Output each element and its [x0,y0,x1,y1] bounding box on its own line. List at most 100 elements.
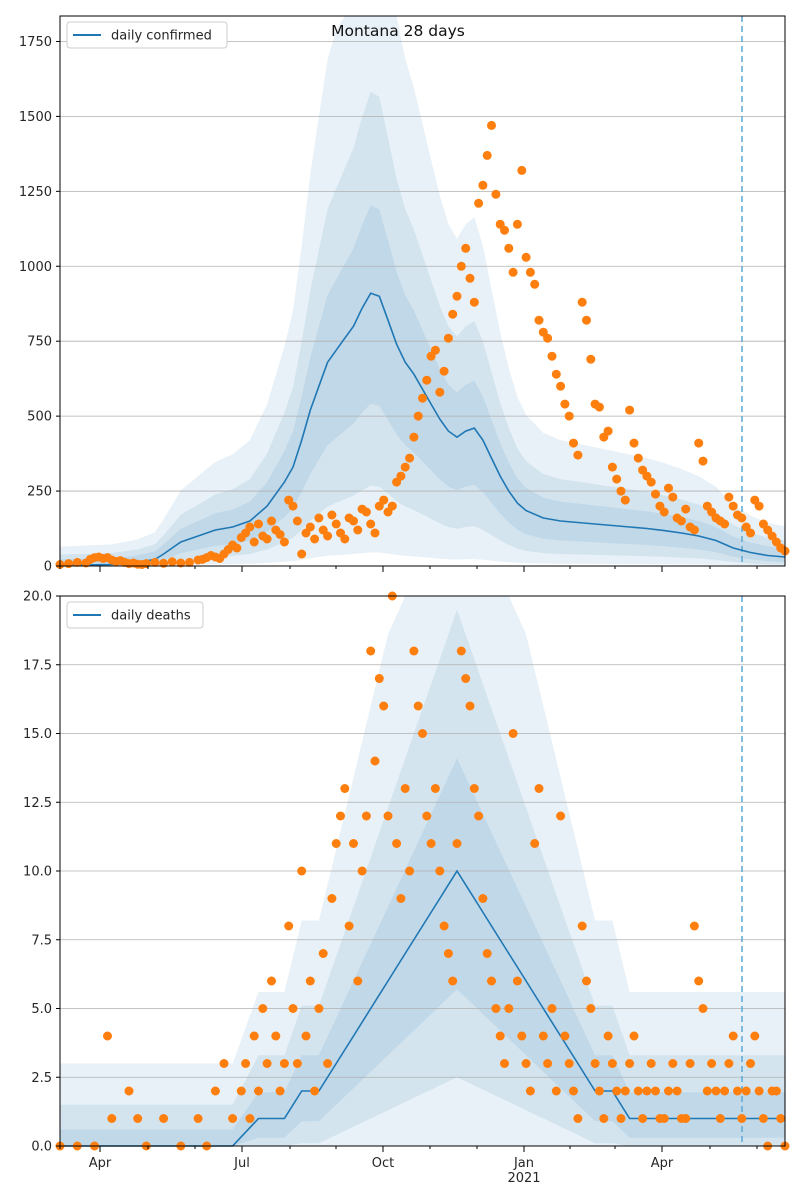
data-point [405,866,415,876]
data-point [582,315,591,325]
confirmed-panel: 0 250 500 750 1000 1250 1500 1750 Montana 28 da… [19,15,790,575]
deaths-series-line [60,869,785,1147]
data-point [521,252,531,262]
data-point [750,1031,760,1041]
data-point [409,432,419,442]
data-point [482,949,492,958]
data-point [340,534,350,544]
data-point [469,784,479,793]
data-point [443,333,453,343]
data-point [284,921,294,931]
data-point [724,492,734,502]
data-point [193,1114,203,1123]
confirmed-y-ticks: 0 250 500 750 1000 1250 1500 1750 [19,35,60,575]
data-point [564,411,574,421]
data-point [323,531,333,541]
data-point [586,1004,596,1013]
data-point [543,1059,553,1068]
data-point [64,559,74,569]
data-point [629,1031,639,1041]
y-tick-label: 0 [44,560,52,575]
data-point [353,976,363,986]
data-point [465,273,475,283]
x-tick-label: Oct [372,1156,394,1171]
y-tick-label: 15.0 [23,727,52,742]
data-point [702,1086,712,1096]
data-point [728,501,738,511]
data-point [694,438,704,448]
data-point [219,1059,229,1068]
data-point [232,543,242,553]
data-point [746,528,755,538]
data-point [720,1086,730,1096]
data-point [418,729,427,738]
data-point [646,1059,656,1068]
data-point [612,474,622,484]
data-point [612,1086,622,1096]
data-point [469,297,479,307]
data-point [443,949,453,958]
confirmed-observed-points [55,120,790,569]
data-point [262,534,272,544]
data-point [176,558,186,568]
y-tick-label: 7.5 [31,933,52,948]
deaths-x-ticks: Apr Jul Oct Jan Apr 2021 [59,1146,758,1186]
data-point [620,495,630,505]
data-point [517,1031,527,1041]
uncertainty-band-3 [60,758,785,1146]
y-tick-label: 5.0 [31,1002,52,1017]
deaths-legend-box [66,601,204,629]
data-point [133,1114,143,1123]
data-point [452,839,462,848]
data-point [746,1059,755,1068]
data-point [577,921,587,931]
data-point [504,1004,514,1013]
data-point [400,462,410,472]
data-point [758,1114,768,1123]
data-point [267,976,276,986]
data-point [625,1059,635,1068]
data-point [560,1031,570,1041]
data-point [107,1114,117,1123]
data-point [72,557,82,567]
data-point [530,279,540,289]
data-point [603,1031,613,1041]
data-point [314,1004,324,1013]
data-point [361,507,371,517]
data-point [594,402,604,412]
data-point [366,646,376,656]
data-point [659,507,669,517]
y-tick-label: 1750 [19,35,52,50]
data-point [448,976,458,986]
chart-title: Montana 28 days [331,22,465,40]
data-point [538,1031,548,1041]
data-point [521,1059,531,1068]
data-point [327,510,337,520]
data-point [383,811,393,821]
confirmed-x-ticks [59,566,758,572]
data-point [366,519,376,529]
data-point [616,1114,626,1123]
data-point [487,120,496,130]
data-point [676,516,686,526]
data-point [504,243,514,253]
confirmed-legend-label: daily confirmed [111,29,212,44]
data-point [590,1059,600,1068]
data-point [582,976,591,986]
deaths-legend-label: daily deaths [111,609,191,624]
data-point [271,1031,281,1041]
data-point [331,839,341,848]
data-point [651,489,660,499]
data-point [573,1114,583,1123]
x-tick-label: Apr [89,1156,112,1171]
data-point [357,866,367,876]
data-point [741,1086,751,1096]
data-point [534,315,544,325]
data-point [599,1114,609,1123]
data-point [305,976,315,986]
data-point [474,811,484,821]
confirmed-legend-box [66,21,228,49]
data-point [249,537,259,547]
data-point [349,516,358,526]
data-point [525,267,535,277]
